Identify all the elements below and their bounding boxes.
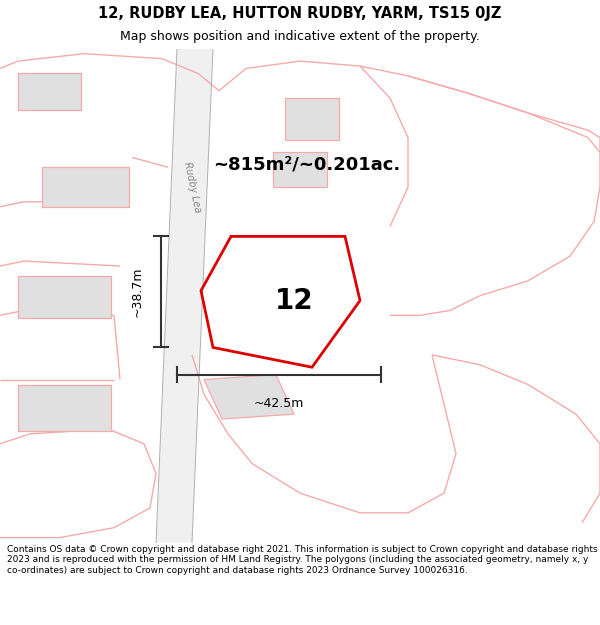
Text: Rudby Lea: Rudby Lea xyxy=(182,161,202,213)
Text: 12: 12 xyxy=(275,286,313,314)
Polygon shape xyxy=(18,276,111,318)
Text: Contains OS data © Crown copyright and database right 2021. This information is : Contains OS data © Crown copyright and d… xyxy=(7,545,598,575)
Polygon shape xyxy=(42,168,129,207)
Polygon shape xyxy=(204,374,294,419)
Polygon shape xyxy=(18,73,81,111)
Text: ~815m²/~0.201ac.: ~815m²/~0.201ac. xyxy=(213,156,400,174)
Text: ~42.5m: ~42.5m xyxy=(254,397,304,410)
Polygon shape xyxy=(285,98,339,140)
Text: ~38.7m: ~38.7m xyxy=(131,267,144,317)
Text: 12, RUDBY LEA, HUTTON RUDBY, YARM, TS15 0JZ: 12, RUDBY LEA, HUTTON RUDBY, YARM, TS15 … xyxy=(98,6,502,21)
Polygon shape xyxy=(18,384,111,431)
Polygon shape xyxy=(156,49,213,542)
Text: Map shows position and indicative extent of the property.: Map shows position and indicative extent… xyxy=(120,30,480,43)
Polygon shape xyxy=(273,152,327,187)
